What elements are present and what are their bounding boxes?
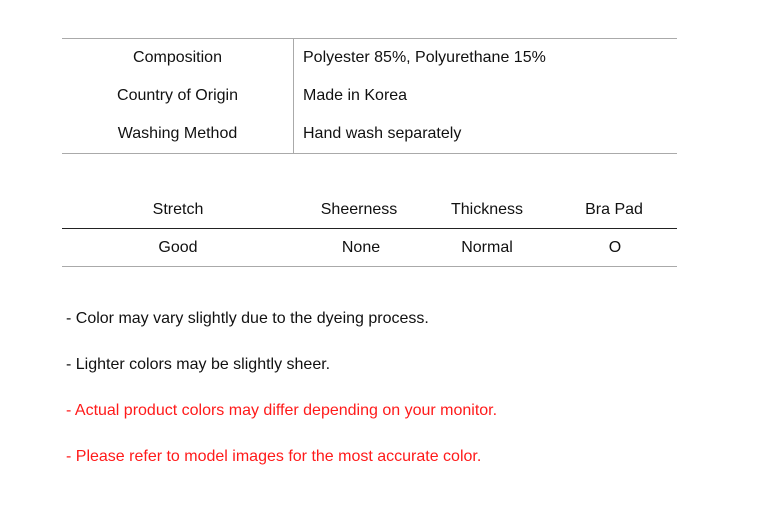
spec-label: Composition [133,49,222,66]
spec-label: Washing Method [117,125,238,142]
header-sheerness: Sheerness [320,201,398,218]
spec-table: Composition Polyester 85%, Polyurethane … [62,38,677,154]
header-bra-pad: Bra Pad [585,201,643,218]
spec-value: Polyester 85%, Polyurethane 15% [303,49,546,66]
value-thickness: Normal [461,239,513,256]
note-warning: - Actual product colors may differ depen… [66,402,498,419]
value-bra-pad: O [608,239,622,256]
note: - Color may vary slightly due to the dye… [66,310,429,327]
table-bottom-line [62,266,677,267]
value-stretch: Good [158,239,198,256]
note-warning: - Please refer to model images for the m… [66,448,482,465]
note: - Lighter colors may be slightly sheer. [66,356,331,373]
spec-label: Country of Origin [117,87,238,104]
spec-value: Hand wash separately [303,125,462,142]
value-sheerness: None [341,239,381,256]
header-thickness: Thickness [450,201,524,218]
header-stretch: Stretch [152,201,204,218]
spec-value: Made in Korea [303,87,408,104]
column-divider [293,39,294,153]
header-divider [62,228,677,229]
